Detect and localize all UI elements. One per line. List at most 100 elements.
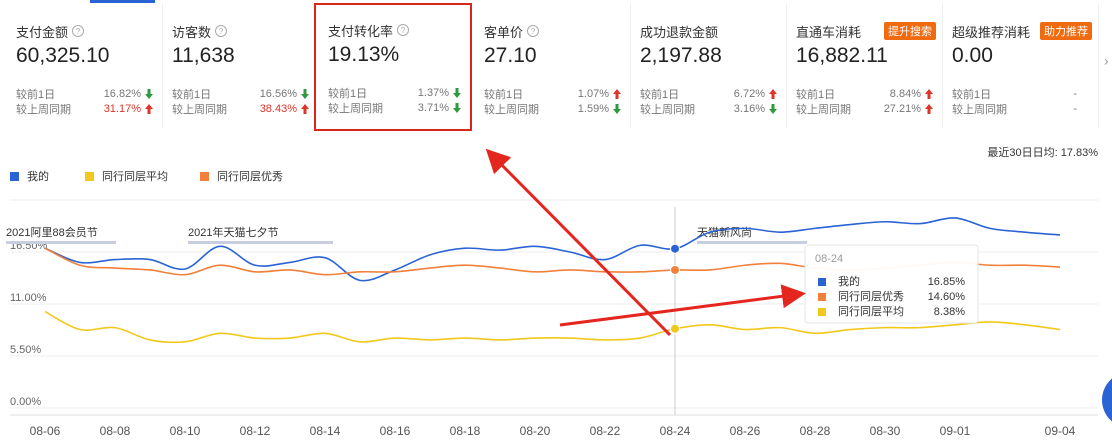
change-value: - [1073,102,1077,115]
spacer [328,73,470,85]
change-row: 较上周同期 3.16% [640,101,786,116]
change-label: 较上周同期 [952,103,1007,116]
change-label: 较上周同期 [484,103,539,116]
change-label: 较上周同期 [16,103,71,116]
arrow-down [301,88,309,99]
change-row: 较上周同期 31.17% [16,101,162,116]
change-value: 3.16% [733,102,765,115]
change-value: 3.71% [417,101,449,114]
legend-swatch [10,172,19,181]
metric-card[interactable]: 直通车消耗 提升搜索 16,882.11 较前1日 8.84% 较上周同期 27.21% [788,4,943,128]
change-row: 较上周同期 1.59% [484,101,630,116]
spacer [796,74,942,86]
metric-card[interactable]: 客单价? 27.10 较前1日 1.07% 较上周同期 1.59% [476,4,631,128]
change-value: 8.84% [889,87,921,100]
change-arrow [613,88,621,99]
change-row: 较上周同期 3.71% [328,100,470,115]
change-arrow [301,103,309,114]
legend-label: 同行同层平均 [102,170,168,183]
tooltip-name: 我的 [838,274,860,288]
change-row: 较上周同期 27.21% [796,101,942,116]
tooltip-swatch [818,293,826,301]
x-tick-label: 09-04 [1045,424,1076,438]
spacer [484,74,630,86]
annotation-bar [697,241,807,244]
metric-value: 27.10 [484,44,537,67]
metric-title-row: 访客数? [172,22,318,40]
arrow-down [453,87,461,98]
change-label: 较上周同期 [796,103,851,116]
metric-title-row: 支付金额? [16,22,162,40]
change-value: 16.82% [103,87,141,100]
spacer [16,74,162,86]
x-tick-label: 08-28 [800,424,831,438]
change-label: 较上周同期 [640,103,695,116]
x-tick-label: 08-12 [240,424,271,438]
legend-swatch [85,172,94,181]
metric-card[interactable]: 支付金额? 60,325.10 较前1日 16.82% 较上周同期 31.17% [8,4,163,128]
help-icon[interactable]: ? [397,24,410,36]
change-arrow [769,103,777,114]
help-icon[interactable]: ? [527,25,540,37]
spacer [172,74,318,86]
change-label: 较上周同期 [172,103,227,116]
annotation-text: 天猫新风尚 [697,225,752,239]
change-value: 1.07% [577,87,609,100]
legend-label: 同行同层优秀 [217,170,283,183]
help-icon[interactable]: ? [72,25,85,37]
change-arrow [925,103,933,114]
change-row: 较前1日 6.72% [640,86,786,101]
metric-title-row: 直通车消耗 提升搜索 [796,22,942,40]
metric-card[interactable]: 成功退款金额 2,197.88 较前1日 6.72% 较上周同期 3.16% [632,4,787,128]
change-label: 较上周同期 [328,102,383,115]
metric-title: 支付金额 [16,24,69,40]
change-label: 较前1日 [640,88,680,101]
change-label: 较前1日 [484,88,524,101]
change-arrow [145,103,153,114]
arrow-up [925,88,933,99]
arrow-up [301,103,309,114]
change-value: 6.72% [733,87,765,100]
y-tick-label: 5.50% [10,344,41,356]
x-tick-label: 08-08 [100,424,131,438]
x-tick-label: 08-20 [520,424,551,438]
arrow-down [453,102,461,113]
badge[interactable]: 提升搜索 [884,22,936,40]
change-arrow [145,88,153,99]
tooltip-value: 14.60% [928,291,966,303]
arrow-up [145,103,153,114]
tooltip-box [804,244,979,324]
hover-point [670,264,680,275]
metric-card[interactable]: 超级推荐消耗 助力推荐 0.00 较前1日 - 较上周同期 - [944,4,1099,128]
x-tick-label: 08-26 [730,424,761,438]
change-value: 1.59% [577,102,609,115]
metric-title: 直通车消耗 [796,24,862,40]
y-tick-label: 11.00% [10,292,47,304]
change-arrow [769,88,777,99]
change-row: 较前1日 1.37% [328,85,470,100]
metric-value: 11,638 [172,44,235,67]
hover-point [670,323,680,334]
change-value: 16.56% [259,87,297,100]
change-arrow [301,88,309,99]
help-icon[interactable]: ? [215,25,228,37]
tooltip-title: 08-24 [815,253,843,265]
arrow-down [769,103,777,114]
change-label: 较前1日 [172,88,212,101]
arrow-up [925,103,933,114]
change-value: 38.43% [259,102,297,115]
x-tick-label: 08-22 [590,424,621,438]
metric-card[interactable]: 支付转化率? 19.13% 较前1日 1.37% 较上周同期 3.71% [314,3,472,131]
arrow-up [769,88,777,99]
badge[interactable]: 助力推荐 [1040,22,1092,40]
metric-value: 60,325.10 [16,44,110,67]
change-label: 较前1日 [952,88,992,101]
change-arrow [453,87,461,98]
series-line [44,310,1061,344]
annotation-bar [6,241,116,244]
metric-card[interactable]: 访客数? 11,638 较前1日 16.56% 较上周同期 38.43% [164,4,319,128]
change-arrow [1080,88,1090,100]
x-tick-label: 08-18 [450,424,481,438]
